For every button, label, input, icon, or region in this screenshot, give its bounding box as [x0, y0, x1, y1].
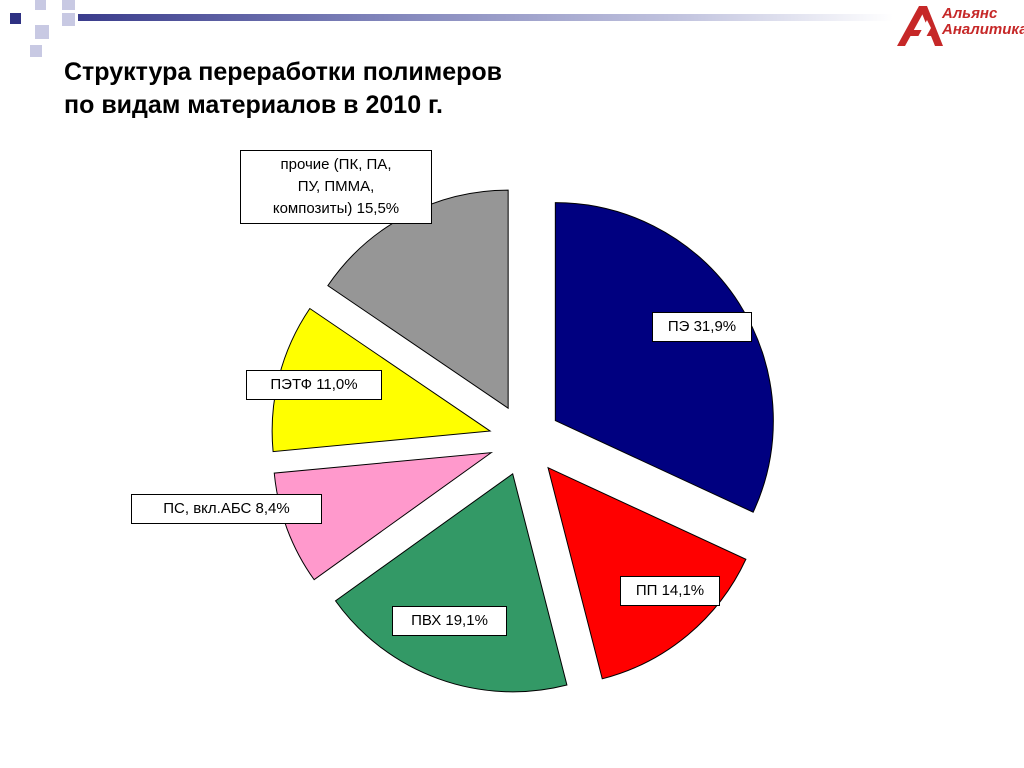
corner-decoration: [10, 0, 75, 57]
deco-square: [10, 13, 21, 24]
deco-square: [62, 0, 75, 10]
deco-square: [35, 0, 46, 10]
deco-square: [35, 25, 49, 39]
logo-line-2: Аналитика: [942, 21, 1024, 38]
header-bar: [78, 14, 893, 21]
slice-label-pvc: ПВХ 19,1%: [392, 606, 507, 636]
slice-label-other: прочие (ПК, ПА, ПУ, ПММА, композиты) 15,…: [240, 150, 432, 224]
slice-label-ps: ПС, вкл.АБС 8,4%: [131, 494, 322, 524]
deco-square: [62, 13, 75, 26]
slice-label-pet: ПЭТФ 11,0%: [246, 370, 382, 400]
pie-slice-ps: [273, 451, 494, 581]
slice-label-pe: ПЭ 31,9%: [652, 312, 752, 342]
logo-line-1: Альянс: [942, 5, 998, 22]
page-title: Структура переработки полимеров по видам…: [64, 56, 764, 122]
title-line-2: по видам материалов в 2010 г.: [64, 91, 443, 119]
pie-slice-pe: [554, 202, 774, 513]
deco-square: [30, 45, 42, 57]
pie-slice-pvc: [334, 473, 568, 693]
pie-slice-pp: [547, 466, 747, 680]
alliance-logo-icon: [897, 6, 943, 46]
slice-label-pp: ПП 14,1%: [620, 576, 720, 606]
title-line-1: Структура переработки полимеров: [64, 58, 503, 86]
logo-text: Альянс Аналитика: [942, 6, 1024, 38]
